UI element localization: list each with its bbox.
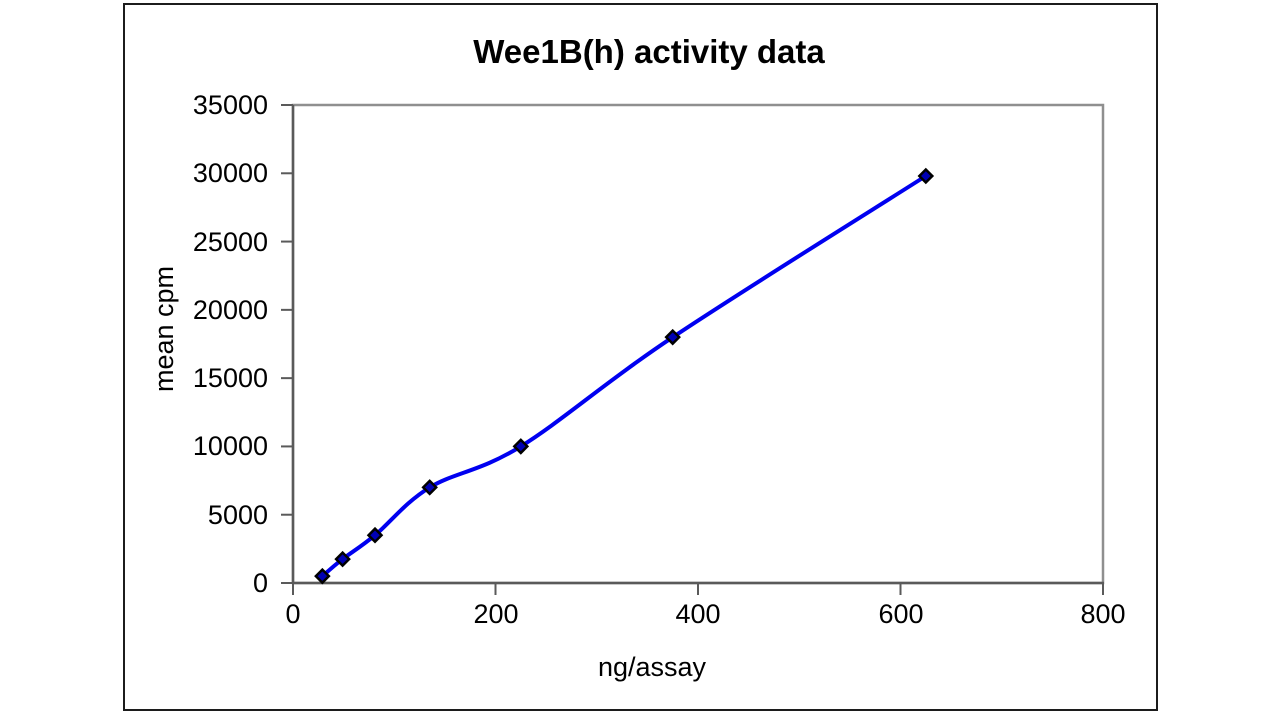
y-tick-label: 5000 — [207, 500, 268, 530]
y-tick-label: 20000 — [192, 295, 268, 325]
data-point-marker — [512, 438, 530, 455]
x-tick-label: 200 — [473, 599, 519, 629]
plot-area-border — [291, 103, 1105, 585]
chart-title: Wee1B(h) activity data — [473, 33, 825, 70]
x-axis-title: ng/assay — [597, 652, 707, 682]
y-tick-label: 30000 — [192, 158, 268, 188]
y-axis-title: mean cpm — [149, 265, 179, 393]
data-point-marker — [421, 479, 438, 496]
x-tick-label: 0 — [285, 599, 301, 629]
y-tick-label: 15000 — [192, 363, 268, 393]
series-line — [320, 174, 928, 579]
data-point-marker — [366, 526, 384, 544]
data-point-marker — [664, 328, 681, 346]
y-tick-label: 10000 — [192, 431, 268, 461]
x-tick-label: 400 — [675, 599, 721, 629]
data-point-marker — [334, 550, 351, 568]
data-point-marker — [314, 567, 331, 585]
x-tick-label: 600 — [878, 599, 924, 629]
y-tick-label: 35000 — [192, 90, 268, 120]
chart-area — [123, 3, 1158, 711]
data-point-marker — [917, 167, 935, 185]
x-tick-label: 800 — [1080, 599, 1126, 629]
y-tick-label: 0 — [252, 568, 268, 598]
y-tick-label: 25000 — [192, 227, 268, 257]
